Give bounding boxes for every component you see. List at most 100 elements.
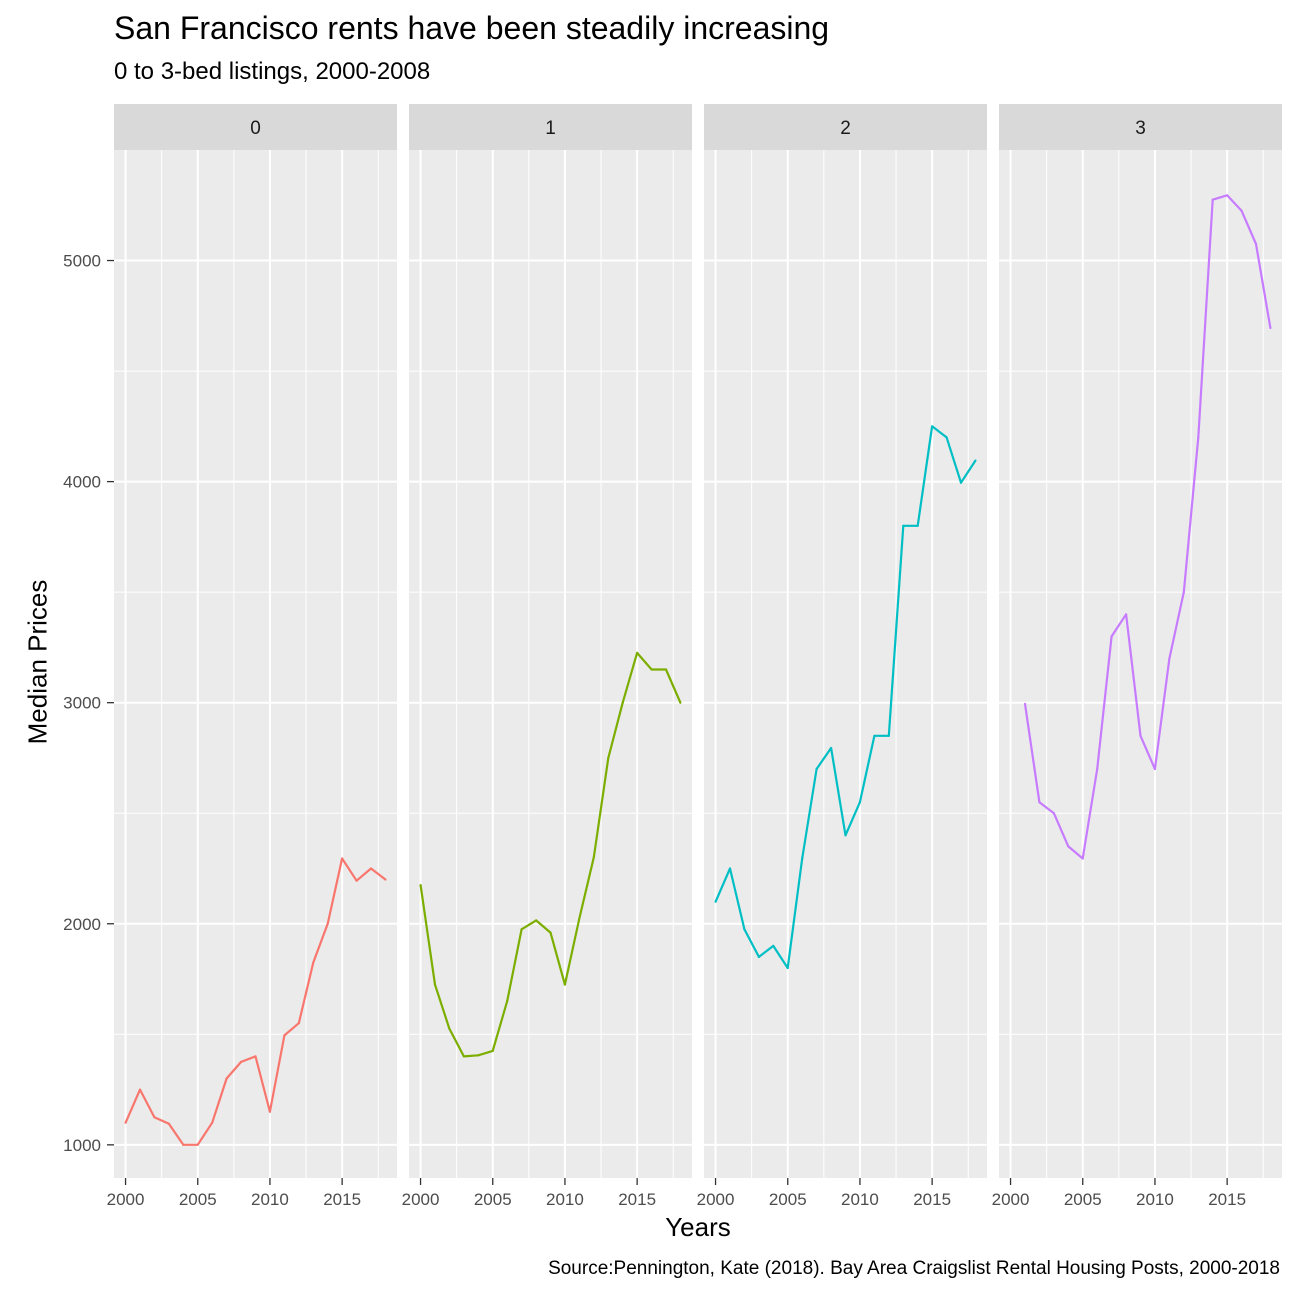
data-point [858, 801, 862, 804]
panel-background [409, 150, 692, 1178]
data-point [1197, 436, 1200, 439]
data-point [664, 668, 668, 671]
facet-strip-label: 0 [250, 118, 261, 139]
x-tick-label: 2010 [251, 1190, 289, 1209]
data-point [297, 1022, 300, 1025]
data-point [1023, 702, 1027, 705]
data-point [433, 983, 437, 986]
data-point [1052, 812, 1055, 815]
data-point [592, 856, 595, 859]
data-point [873, 734, 876, 737]
data-point [182, 1143, 185, 1146]
panel-background [999, 150, 1282, 1178]
y-axis-label: Median Prices [22, 579, 53, 745]
y-tick-label: 4000 [63, 473, 101, 492]
data-point [535, 919, 538, 922]
chart-subtitle: 0 to 3-bed listings, 2000-2008 [114, 58, 431, 85]
facet-panel-0: 0 2000 2005 2010 2015 [107, 104, 397, 1209]
data-point [650, 668, 653, 671]
data-point [462, 1055, 465, 1058]
data-point [1211, 198, 1214, 201]
data-point [974, 459, 977, 462]
data-point [1226, 194, 1229, 197]
x-tick-label: 2000 [107, 1190, 145, 1209]
data-point [578, 917, 581, 920]
data-point [268, 1110, 271, 1113]
facet-strip [114, 104, 397, 150]
data-point [1240, 209, 1243, 212]
data-point [679, 701, 682, 704]
data-point [815, 767, 818, 771]
data-point [341, 857, 344, 860]
data-point [138, 1088, 142, 1091]
y-tick-label: 5000 [63, 252, 101, 271]
data-point [520, 928, 523, 931]
y-tick-label: 1000 [63, 1136, 101, 1155]
data-point [1139, 734, 1142, 737]
data-point [225, 1077, 228, 1080]
data-point [211, 1121, 214, 1124]
data-point [772, 944, 775, 948]
x-tick-label: 2005 [474, 1190, 512, 1209]
data-point [196, 1143, 199, 1146]
facet-panel-2: 2 2000 2005 2010 2015 [697, 104, 987, 1209]
x-tick-label: 2015 [913, 1190, 951, 1209]
data-point [1038, 801, 1041, 804]
data-point [506, 1000, 509, 1003]
data-point [549, 931, 552, 934]
data-point [1168, 657, 1171, 660]
data-point [1096, 767, 1099, 771]
data-point [801, 857, 804, 860]
x-tick-label: 2005 [179, 1190, 217, 1209]
data-point [743, 928, 746, 931]
facet-panel-1: 1 2000 2005 2010 2015 [402, 104, 692, 1209]
data-point [283, 1034, 286, 1037]
y-tick-label: 3000 [63, 694, 101, 713]
data-point [448, 1027, 451, 1030]
data-point [254, 1055, 257, 1058]
facet-strip-label: 3 [1135, 118, 1146, 139]
data-point [902, 524, 905, 527]
data-point [959, 481, 963, 484]
data-point [607, 756, 610, 760]
data-point [887, 734, 890, 737]
facet-strip-label: 2 [840, 118, 851, 139]
data-point [931, 425, 934, 428]
data-point [167, 1122, 170, 1125]
x-tick-label: 2000 [992, 1190, 1030, 1209]
panel-background [114, 150, 397, 1178]
data-point [1067, 845, 1070, 848]
x-axis-label: Years [665, 1212, 731, 1242]
data-point [563, 983, 567, 986]
data-point [491, 1049, 494, 1052]
data-point [153, 1116, 156, 1119]
x-tick-label: 2005 [1064, 1190, 1102, 1209]
data-point [1081, 857, 1084, 860]
data-point [1110, 635, 1113, 638]
facet-strip [704, 104, 987, 150]
data-point [419, 884, 422, 887]
data-point [1153, 767, 1156, 771]
data-point [1125, 613, 1128, 616]
chart-caption: Source:Pennington, Kate (2018). Bay Area… [548, 1258, 1280, 1279]
data-point [1254, 242, 1258, 246]
data-point [916, 524, 919, 527]
data-point [621, 701, 624, 704]
data-point [945, 436, 948, 439]
data-point [124, 1121, 127, 1124]
x-tick-label: 2005 [769, 1190, 807, 1209]
x-tick-label: 2000 [697, 1190, 735, 1209]
x-tick-label: 2015 [1208, 1190, 1246, 1209]
data-point [312, 961, 315, 964]
data-point [240, 1060, 243, 1063]
chart-title: San Francisco rents have been steadily i… [114, 10, 830, 46]
data-point [830, 746, 833, 750]
data-point [844, 834, 847, 837]
facet-strip [999, 104, 1282, 150]
x-tick-label: 2010 [546, 1190, 584, 1209]
data-point [369, 867, 373, 870]
data-point [355, 879, 358, 882]
data-point [1182, 591, 1185, 594]
